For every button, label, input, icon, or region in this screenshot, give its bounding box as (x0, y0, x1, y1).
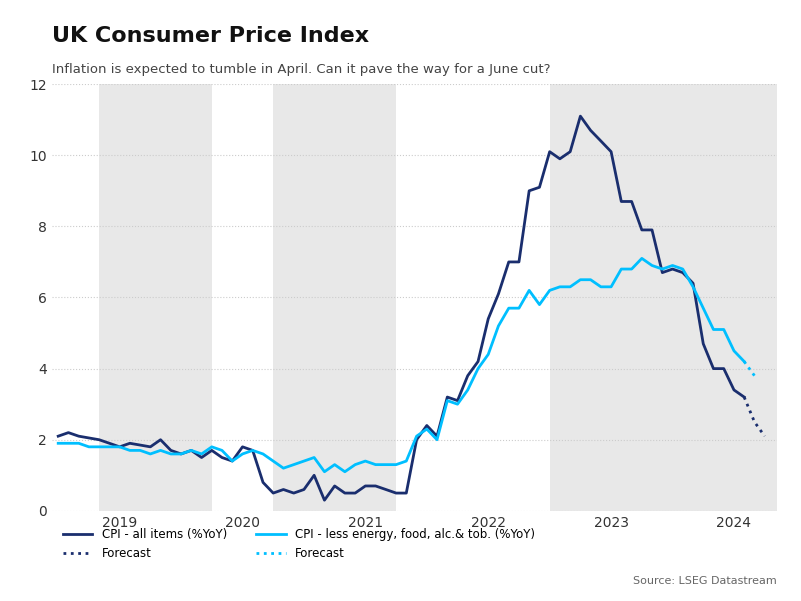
Legend: CPI - all items (%YoY), Forecast, CPI - less energy, food, alc.& tob. (%YoY), Fo: CPI - all items (%YoY), Forecast, CPI - … (58, 523, 540, 565)
Text: UK Consumer Price Index: UK Consumer Price Index (52, 26, 369, 46)
Bar (211, 84, 273, 511)
Text: Inflation is expected to tumble in April. Can it pave the way for a June cut?: Inflation is expected to tumble in April… (52, 63, 550, 76)
Bar (396, 84, 549, 511)
Text: Source: LSEG Datastream: Source: LSEG Datastream (634, 576, 777, 586)
Bar (52, 84, 99, 511)
